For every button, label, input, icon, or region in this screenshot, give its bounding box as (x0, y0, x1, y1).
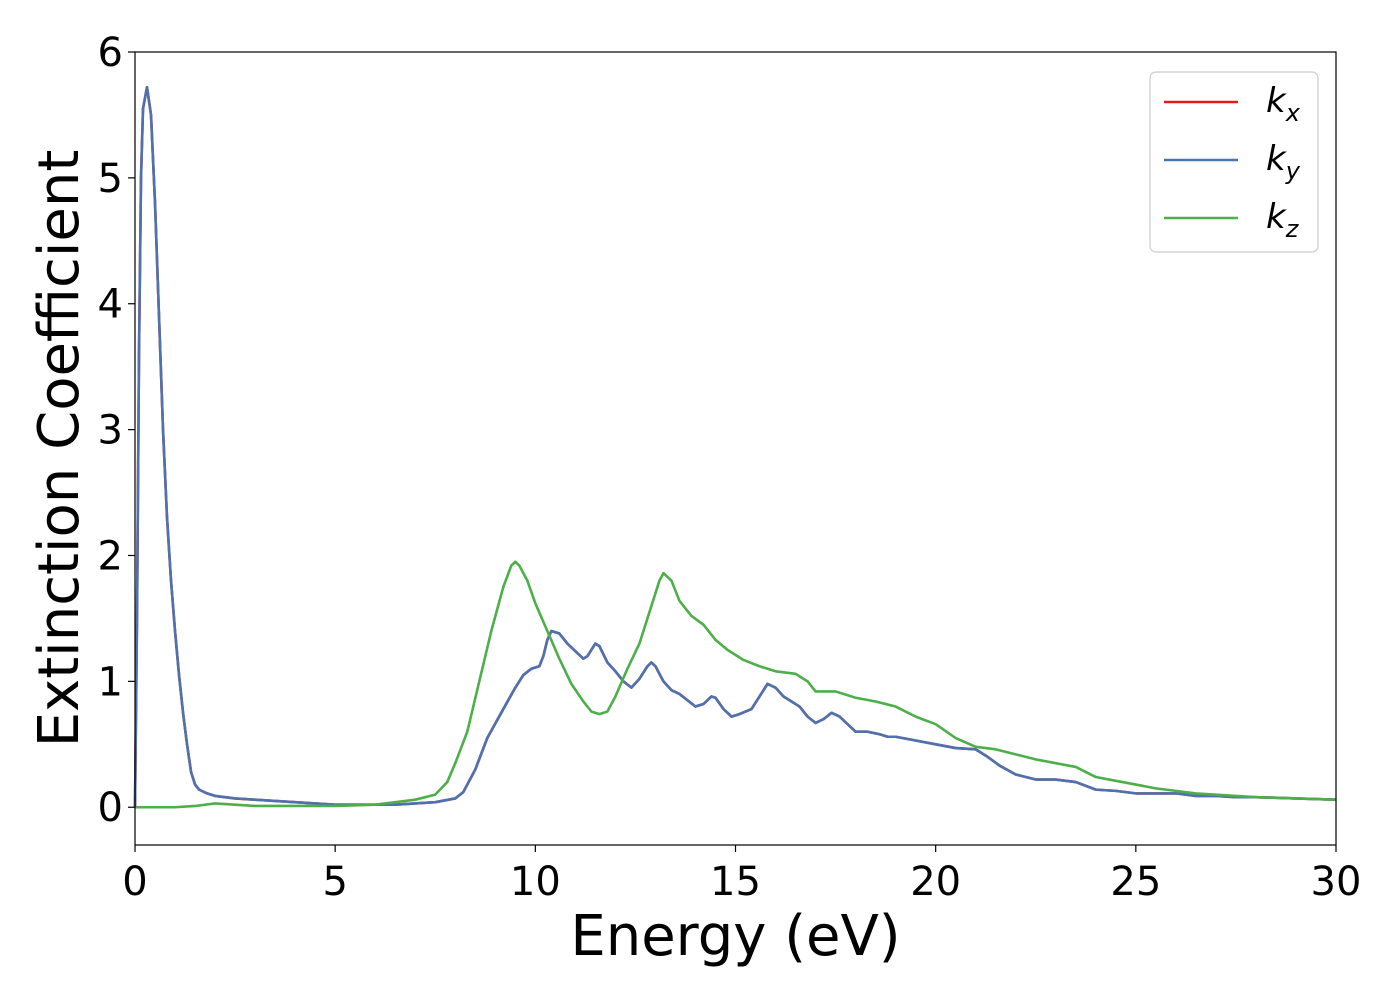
x-tick-label: 0 (122, 859, 147, 905)
legend-label-base: k (1266, 139, 1287, 179)
y-tick-label: 3 (98, 408, 123, 454)
legend-label: kz (1266, 197, 1300, 243)
legend-entry-y: ky (1164, 139, 1301, 185)
legend-entry-x: kx (1164, 81, 1301, 127)
legend-label-subscript: x (1285, 99, 1301, 127)
x-axis-title: Energy (eV) (570, 904, 900, 969)
y-tick-label: 1 (98, 659, 123, 705)
y-tick-label: 2 (98, 533, 123, 579)
legend-label-subscript: z (1285, 215, 1300, 243)
y-tick-label: 4 (98, 282, 123, 328)
legend-label-base: k (1266, 197, 1287, 237)
y-axis-ticks: 0 1 2 3 4 5 6 (98, 30, 135, 831)
x-tick-label: 20 (910, 859, 961, 905)
legend-label-subscript: y (1285, 157, 1301, 185)
legend-label: ky (1266, 139, 1301, 185)
legend-label-base: k (1266, 81, 1287, 121)
y-tick-label: 0 (98, 785, 123, 831)
x-tick-label: 25 (1110, 859, 1161, 905)
x-tick-label: 15 (710, 859, 761, 905)
legend-label: kx (1266, 81, 1301, 127)
x-tick-label: 5 (322, 859, 347, 905)
x-axis-ticks: 0 5 10 15 20 25 30 (122, 845, 1361, 905)
series-line-y (133, 85, 1337, 808)
x-tick-label: 30 (1311, 859, 1362, 905)
y-tick-label: 6 (98, 30, 123, 76)
series-line-z (135, 560, 1337, 809)
x-tick-label: 10 (510, 859, 561, 905)
legend-entry-z: kz (1164, 197, 1300, 243)
y-tick-label: 5 (98, 156, 123, 202)
legend-box (1149, 71, 1319, 253)
y-axis-title: Extinction Coefficient (27, 150, 92, 748)
plot-lines (133, 85, 1337, 809)
